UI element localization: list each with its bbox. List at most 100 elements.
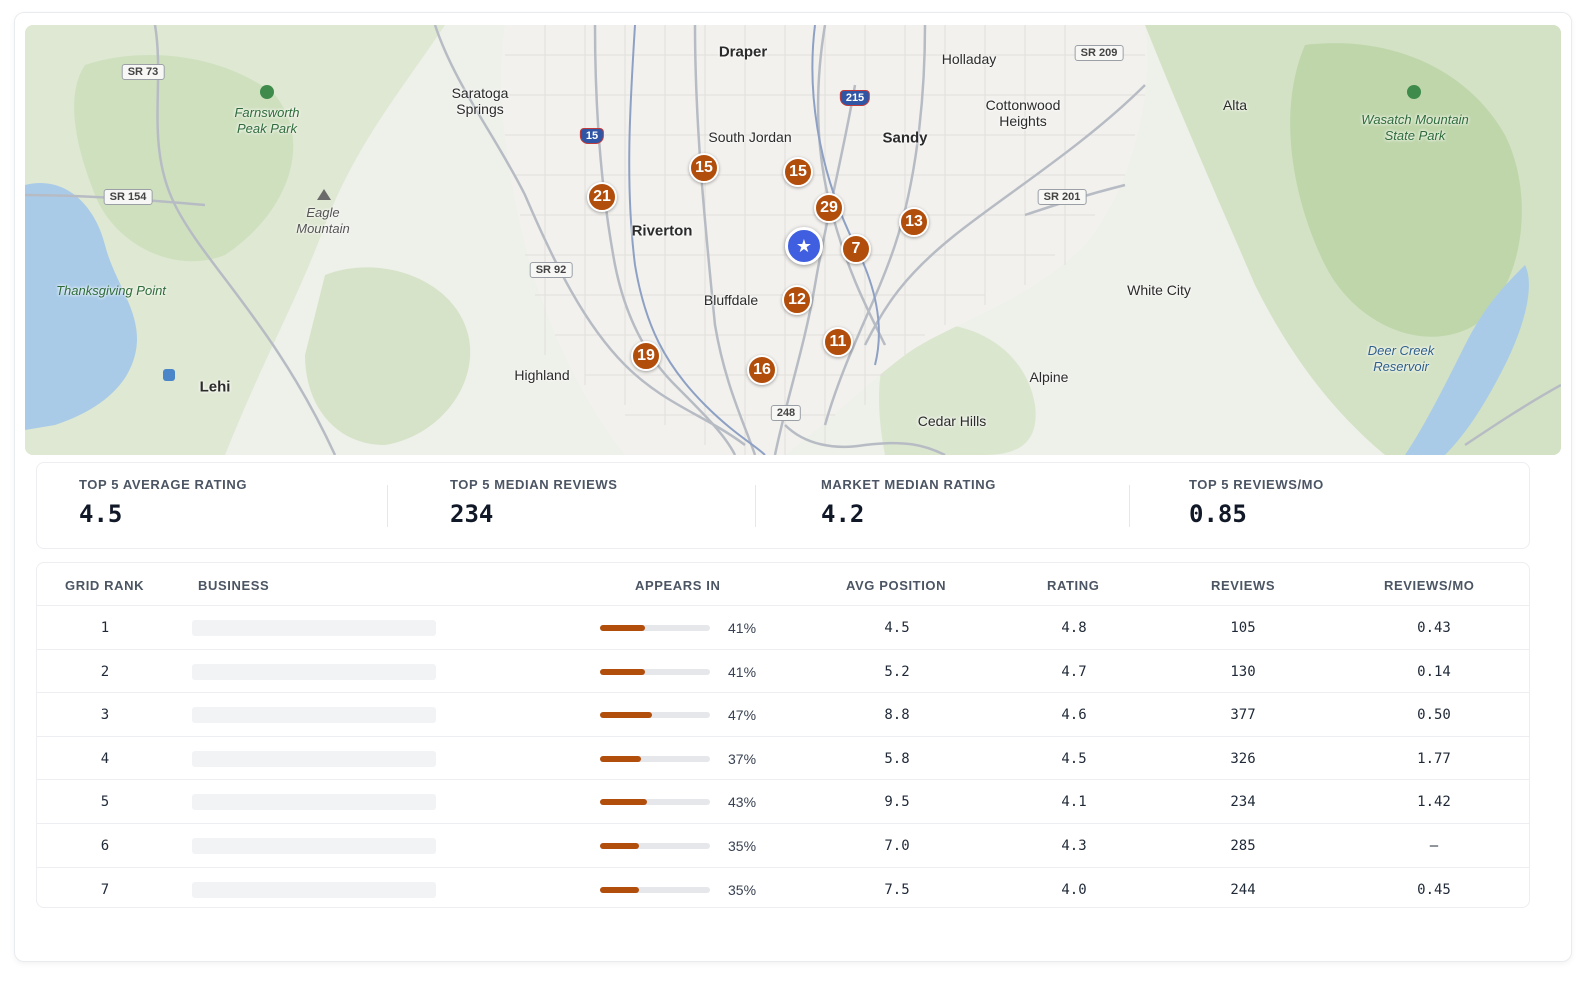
cell-appears-in: 35%	[728, 837, 757, 854]
business-name-placeholder	[192, 663, 436, 680]
cell-rating: 4.8	[1061, 620, 1087, 636]
cell-rating: 4.5	[1061, 750, 1087, 767]
business-location-marker[interactable]: ★	[785, 227, 823, 265]
cell-appears-in: 37%	[728, 750, 757, 767]
col-business[interactable]: BUSINESS	[198, 578, 270, 593]
business-name-placeholder	[192, 881, 436, 898]
col-appears-in[interactable]: APPEARS IN	[635, 578, 721, 593]
col-rating[interactable]: RATING	[1047, 578, 1100, 593]
appears-in-bar	[600, 886, 710, 893]
interstate-shield: 215	[839, 90, 871, 106]
col-grid-rank[interactable]: GRID RANK	[65, 578, 145, 593]
road-shield: SR 209	[1074, 45, 1124, 61]
water-label: Deer Creek Reservoir	[1367, 343, 1435, 374]
map-basemap	[25, 25, 1561, 455]
cell-reviews-mo: 0.45	[1417, 881, 1451, 898]
cell-reviews-mo: 1.42	[1417, 794, 1451, 811]
stat-top5-avg-rating: TOP 5 AVERAGE RATING 4.5	[37, 463, 388, 548]
stat-label: MARKET MEDIAN RATING	[821, 477, 996, 492]
cell-avg-position: 7.0	[884, 837, 910, 854]
road-shield: SR 154	[103, 189, 153, 205]
park-label: Farnsworth Peak Park	[234, 105, 300, 136]
poi-icon	[163, 369, 175, 381]
business-name-placeholder	[192, 794, 436, 811]
cell-appears-in: 35%	[728, 881, 757, 898]
cell-rating: 4.1	[1061, 794, 1087, 811]
stat-value: 4.5	[79, 500, 123, 528]
rank-pin[interactable]: 16	[747, 355, 777, 385]
park-icon	[1407, 85, 1421, 99]
cell-appears-in: 47%	[728, 707, 757, 724]
appears-in-bar-fill	[600, 712, 652, 719]
cell-rating: 4.0	[1061, 881, 1087, 898]
rank-pin[interactable]: 15	[689, 153, 719, 183]
cell-avg-position: 4.5	[884, 620, 910, 636]
rank-pin[interactable]: 7	[841, 234, 871, 264]
cell-rank: 3	[100, 707, 110, 724]
city-label: South Jordan	[708, 129, 792, 145]
stat-value: 0.85	[1189, 500, 1247, 528]
stat-top5-reviews-mo: TOP 5 REVIEWS/MO 0.85	[1129, 463, 1529, 548]
cell-rank: 5	[100, 794, 110, 811]
cell-avg-position: 5.2	[884, 663, 910, 680]
cell-rank: 4	[100, 750, 110, 767]
cell-rank: 7	[100, 881, 110, 898]
table-row[interactable]: 6 35% 7.0 4.3 285 —	[37, 824, 1529, 868]
competitor-table: GRID RANK BUSINESS APPEARS IN AVG POSITI…	[36, 562, 1530, 908]
city-label: Riverton	[631, 222, 693, 240]
table-row[interactable]: 1 41% 4.5 4.8 105 0.43	[37, 606, 1529, 650]
table-header: GRID RANK BUSINESS APPEARS IN AVG POSITI…	[37, 563, 1529, 606]
appears-in-bar-fill	[600, 799, 648, 806]
table-row[interactable]: 4 37% 5.8 4.5 326 1.77	[37, 737, 1529, 781]
cell-rank: 2	[100, 663, 110, 680]
cell-rating: 4.6	[1061, 707, 1087, 724]
table-row[interactable]: 7 35% 7.5 4.0 244 0.45	[37, 868, 1529, 907]
stat-divider	[387, 485, 388, 527]
appears-in-bar-fill	[600, 842, 639, 849]
stats-bar: TOP 5 AVERAGE RATING 4.5 TOP 5 MEDIAN RE…	[36, 462, 1530, 549]
table-body: 1 41% 4.5 4.8 105 0.43 2 41% 5.2 4.7 130…	[37, 606, 1529, 907]
rank-pin[interactable]: 21	[587, 182, 617, 212]
rank-pin[interactable]: 29	[814, 193, 844, 223]
rank-pin[interactable]: 12	[782, 285, 812, 315]
stat-label: TOP 5 MEDIAN REVIEWS	[450, 477, 618, 492]
col-reviews-mo[interactable]: REVIEWS/MO	[1384, 578, 1475, 593]
mountain-icon	[317, 189, 331, 200]
table-row[interactable]: 5 43% 9.5 4.1 234 1.42	[37, 780, 1529, 824]
table-row[interactable]: 3 47% 8.8 4.6 377 0.50	[37, 693, 1529, 737]
stat-divider	[1129, 485, 1130, 527]
table-row[interactable]: 2 41% 5.2 4.7 130 0.14	[37, 650, 1529, 694]
cell-rating: 4.7	[1061, 663, 1087, 680]
appears-in-bar	[600, 755, 710, 762]
park-label: Thanksgiving Point	[56, 283, 166, 298]
rank-pin[interactable]: 19	[631, 341, 661, 371]
appears-in-bar-fill	[600, 886, 639, 893]
cell-reviews: 130	[1230, 663, 1256, 680]
col-reviews[interactable]: REVIEWS	[1211, 578, 1276, 593]
city-label: Draper	[718, 43, 768, 61]
road-shield: SR 73	[121, 64, 165, 80]
star-icon: ★	[795, 235, 813, 256]
city-label: Bluffdale	[703, 292, 759, 308]
park-icon	[260, 85, 274, 99]
rank-map[interactable]: Draper Holladay South Jordan Sandy River…	[25, 25, 1561, 455]
cell-avg-position: 5.8	[884, 750, 910, 767]
rank-pin[interactable]: 13	[899, 207, 929, 237]
cell-rank: 1	[100, 620, 110, 636]
city-label: Sandy	[882, 129, 928, 147]
business-name-placeholder	[192, 620, 436, 636]
stat-market-median-rating: MARKET MEDIAN RATING 4.2	[757, 463, 1129, 548]
cell-appears-in: 41%	[728, 663, 757, 680]
appears-in-bar	[600, 842, 710, 849]
interstate-shield: 15	[579, 128, 605, 144]
rank-pin[interactable]: 15	[783, 157, 813, 187]
city-label: Saratoga Springs	[451, 85, 509, 117]
col-avg-position[interactable]: AVG POSITION	[846, 578, 947, 593]
city-label: Highland	[514, 367, 570, 383]
cell-avg-position: 9.5	[884, 794, 910, 811]
road-shield: 248	[770, 405, 802, 421]
cell-reviews-mo: 0.50	[1417, 707, 1451, 724]
city-label: Cedar Hills	[917, 413, 987, 429]
cell-reviews: 377	[1230, 707, 1256, 724]
rank-pin[interactable]: 11	[823, 327, 853, 357]
